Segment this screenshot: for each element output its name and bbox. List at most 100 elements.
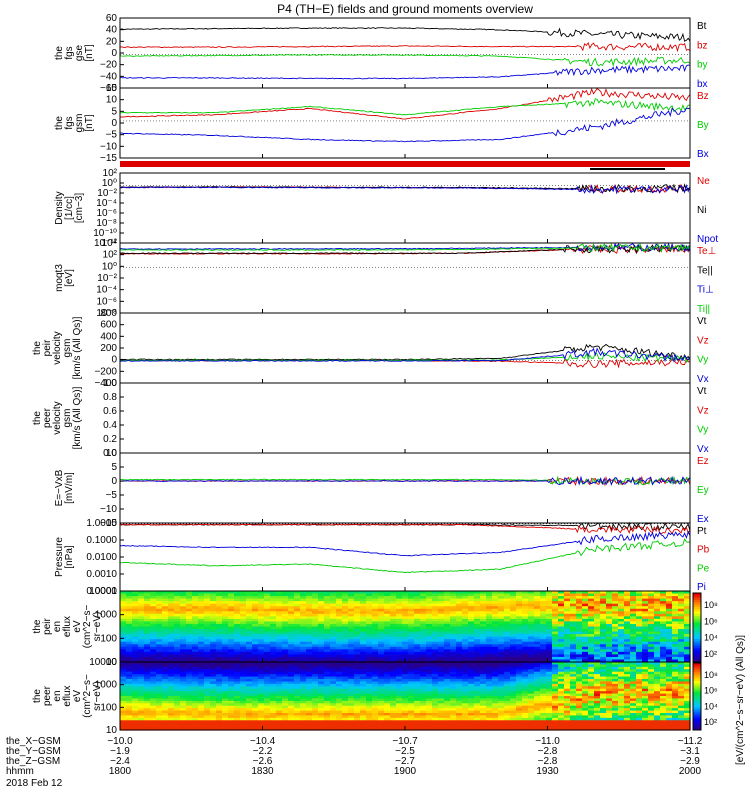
heatmap-cell xyxy=(240,616,247,620)
heatmap-cell xyxy=(546,664,553,668)
heatmap-cell xyxy=(186,601,193,605)
heatmap-cell xyxy=(342,713,349,717)
heatmap-cell xyxy=(666,603,673,607)
heatmap-cell xyxy=(168,666,175,670)
heatmap-cell xyxy=(396,666,403,670)
heatmap-cell xyxy=(390,681,397,685)
heatmap-cell xyxy=(456,686,463,690)
heatmap-cell xyxy=(540,656,547,661)
heatmap-cell xyxy=(330,603,337,607)
heatmap-cell xyxy=(252,654,259,658)
heatmap-cell xyxy=(684,634,691,638)
heatmap-cell xyxy=(480,708,487,712)
heatmap-cell xyxy=(198,654,205,658)
heatmap-cell xyxy=(408,631,415,635)
heatmap-cell xyxy=(234,717,241,721)
heatmap-cell xyxy=(480,722,487,726)
heatmap-cell xyxy=(432,683,439,687)
heatmap-cell xyxy=(288,656,295,661)
heatmap-cell xyxy=(150,623,157,628)
heatmap-cell xyxy=(468,618,475,623)
heatmap-cell xyxy=(432,713,439,717)
heatmap-cell xyxy=(468,710,475,714)
heatmap-cell xyxy=(324,654,331,658)
heatmap-cell xyxy=(534,705,541,709)
heatmap-cell xyxy=(372,693,379,697)
heatmap-cell xyxy=(120,634,127,638)
heatmap-cell xyxy=(468,596,475,600)
heatmap-cell xyxy=(420,603,427,607)
heatmap-cell xyxy=(534,629,541,633)
heatmap-cell xyxy=(546,606,553,610)
heatmap-cell xyxy=(396,691,403,695)
heatmap-cell xyxy=(414,598,421,602)
heatmap-cell xyxy=(450,613,457,617)
heatmap-cell xyxy=(540,708,547,712)
heatmap-cell xyxy=(150,713,157,717)
heatmap-cell xyxy=(306,629,313,633)
heatmap-cell xyxy=(534,671,541,675)
heatmap-cell xyxy=(246,613,253,617)
heatmap-cell xyxy=(432,700,439,704)
heatmap-cell xyxy=(234,646,241,650)
heatmap-cell xyxy=(450,688,457,692)
heatmap-cell xyxy=(666,623,673,628)
heatmap-cell xyxy=(282,623,289,628)
heatmap-cell xyxy=(444,703,451,707)
heatmap-cell xyxy=(414,700,421,704)
heatmap-cell xyxy=(456,725,463,729)
heatmap-cell xyxy=(372,639,379,643)
heatmap-cell xyxy=(264,646,271,650)
heatmap-cell xyxy=(540,727,547,731)
heatmap-cell xyxy=(186,698,193,702)
heatmap-cell xyxy=(456,651,463,655)
heatmap-cell xyxy=(654,618,661,623)
heatmap-cell xyxy=(648,649,655,653)
heatmap-cell xyxy=(624,618,631,623)
heatmap-cell xyxy=(498,696,505,700)
heatmap-cell xyxy=(438,621,445,625)
heatmap-cell xyxy=(510,621,517,625)
heatmap-cell xyxy=(648,641,655,645)
heatmap-cell xyxy=(198,641,205,645)
heatmap-cell xyxy=(312,591,319,595)
heatmap-cell xyxy=(384,651,391,655)
heatmap-cell xyxy=(534,608,541,612)
heatmap-cell xyxy=(408,683,415,687)
heatmap-cell xyxy=(228,623,235,628)
heatmap-cell xyxy=(168,639,175,643)
heatmap-cell xyxy=(552,606,559,610)
heatmap-cell xyxy=(312,611,319,615)
heatmap-cell xyxy=(228,693,235,697)
heatmap-cell xyxy=(336,598,343,602)
heatmap-cell xyxy=(414,659,421,663)
heatmap-cell xyxy=(402,603,409,607)
heatmap-cell xyxy=(462,596,469,600)
heatmap-cell xyxy=(258,700,265,704)
heatmap-cell xyxy=(282,683,289,687)
heatmap-cell xyxy=(444,688,451,692)
heatmap-cell xyxy=(354,601,361,605)
heatmap-cell xyxy=(144,656,151,661)
heatmap-cell xyxy=(240,727,247,731)
heatmap-cell xyxy=(192,654,199,658)
heatmap-cell xyxy=(372,618,379,623)
heatmap-cell xyxy=(558,608,565,612)
heatmap-cell xyxy=(336,708,343,712)
heatmap-cell xyxy=(312,693,319,697)
heatmap-cell xyxy=(630,623,637,628)
heatmap-cell xyxy=(270,649,277,653)
y-axis-label: peir xyxy=(42,617,53,634)
heatmap-cell xyxy=(336,710,343,714)
heatmap-cell xyxy=(168,717,175,721)
heatmap-cell xyxy=(546,629,553,633)
heatmap-cell xyxy=(336,671,343,675)
heatmap-cell xyxy=(396,621,403,625)
heatmap-cell xyxy=(336,596,343,600)
heatmap-cell xyxy=(456,591,463,595)
heatmap-cell xyxy=(384,634,391,638)
heatmap-cell xyxy=(588,611,595,615)
heatmap-cell xyxy=(276,601,283,605)
heatmap-cell xyxy=(210,608,217,612)
heatmap-cell xyxy=(636,623,643,628)
